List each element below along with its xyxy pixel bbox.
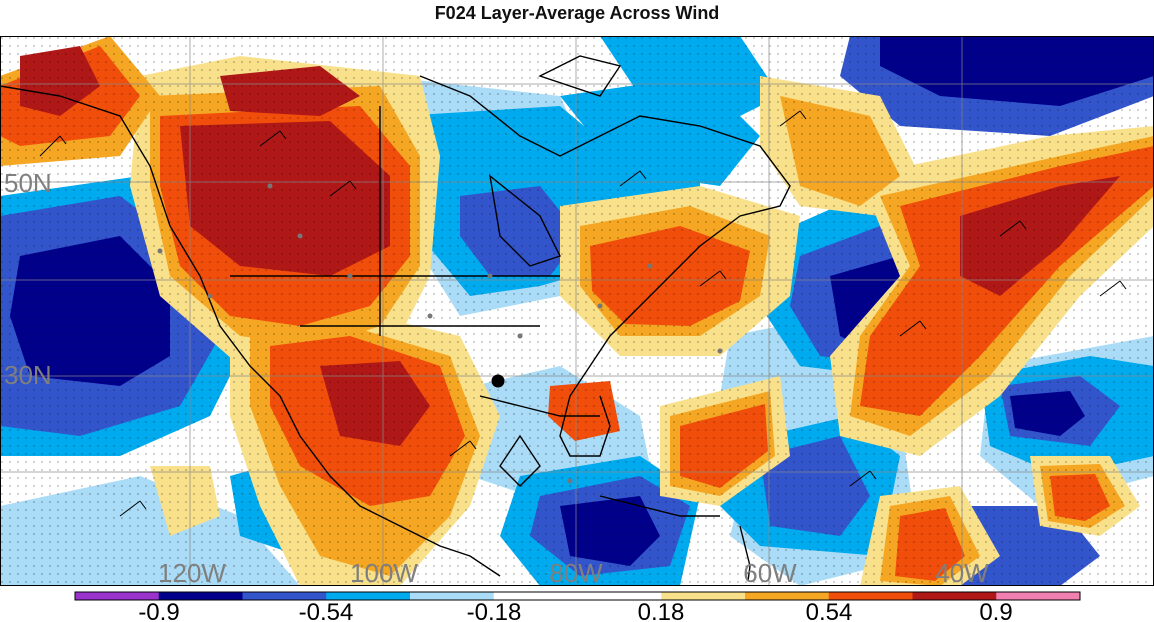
colorbar-swatch [828,592,913,600]
lon-label-60w: 60W [743,558,797,586]
colorbar-swatch [577,592,662,600]
colorbar-swatch [158,592,243,600]
lon-label-120w: 120W [158,558,226,586]
colorbar-swatch [242,592,327,600]
lon-label-80w: 80W [549,558,603,586]
station-markers [157,183,723,484]
colorbar-tick-label: 0.54 [806,599,853,622]
graticule [0,36,1154,586]
lat-label-30n: 30N [4,360,52,390]
colorbar-swatch [745,592,830,600]
chart-title: F024 Layer-Average Across Wind [434,3,720,23]
colorbar-swatch [75,592,160,600]
colorbar-tick-label: 0.9 [979,599,1012,622]
lon-label-100w: 100W [350,558,418,586]
wind-barbs [39,110,1127,517]
lat-label-50n: 50N [4,168,52,198]
highlighted-station-marker [491,374,505,388]
colorbar-tick-label: -0.18 [467,599,522,622]
colorbar-tick-label: -0.54 [299,599,354,622]
colorbar-swatch [493,592,578,600]
colorbar-tick-label: 0.18 [638,599,685,622]
lon-labels: 120W 100W 80W 60W 40W [158,558,989,586]
colorbar-tick-label: -0.9 [138,599,179,622]
colorbar-swatches [75,592,1081,600]
colorbar-swatch [996,592,1081,600]
colorbar-swatch [410,592,495,600]
colorbar-swatch [661,592,746,600]
colorbar-swatch [912,592,997,600]
forecast-map: 50N 30N 120W 100W 80W 60W 40W [0,36,1154,586]
lat-labels: 50N 30N [4,168,52,390]
coastlines [0,55,791,582]
contour-fill-layer [0,36,1154,586]
lon-label-40w: 40W [935,558,989,586]
colorbar-swatch [326,592,411,600]
colorbar-legend: -0.9 -0.54 -0.18 0.18 0.54 0.9 [74,591,1081,622]
